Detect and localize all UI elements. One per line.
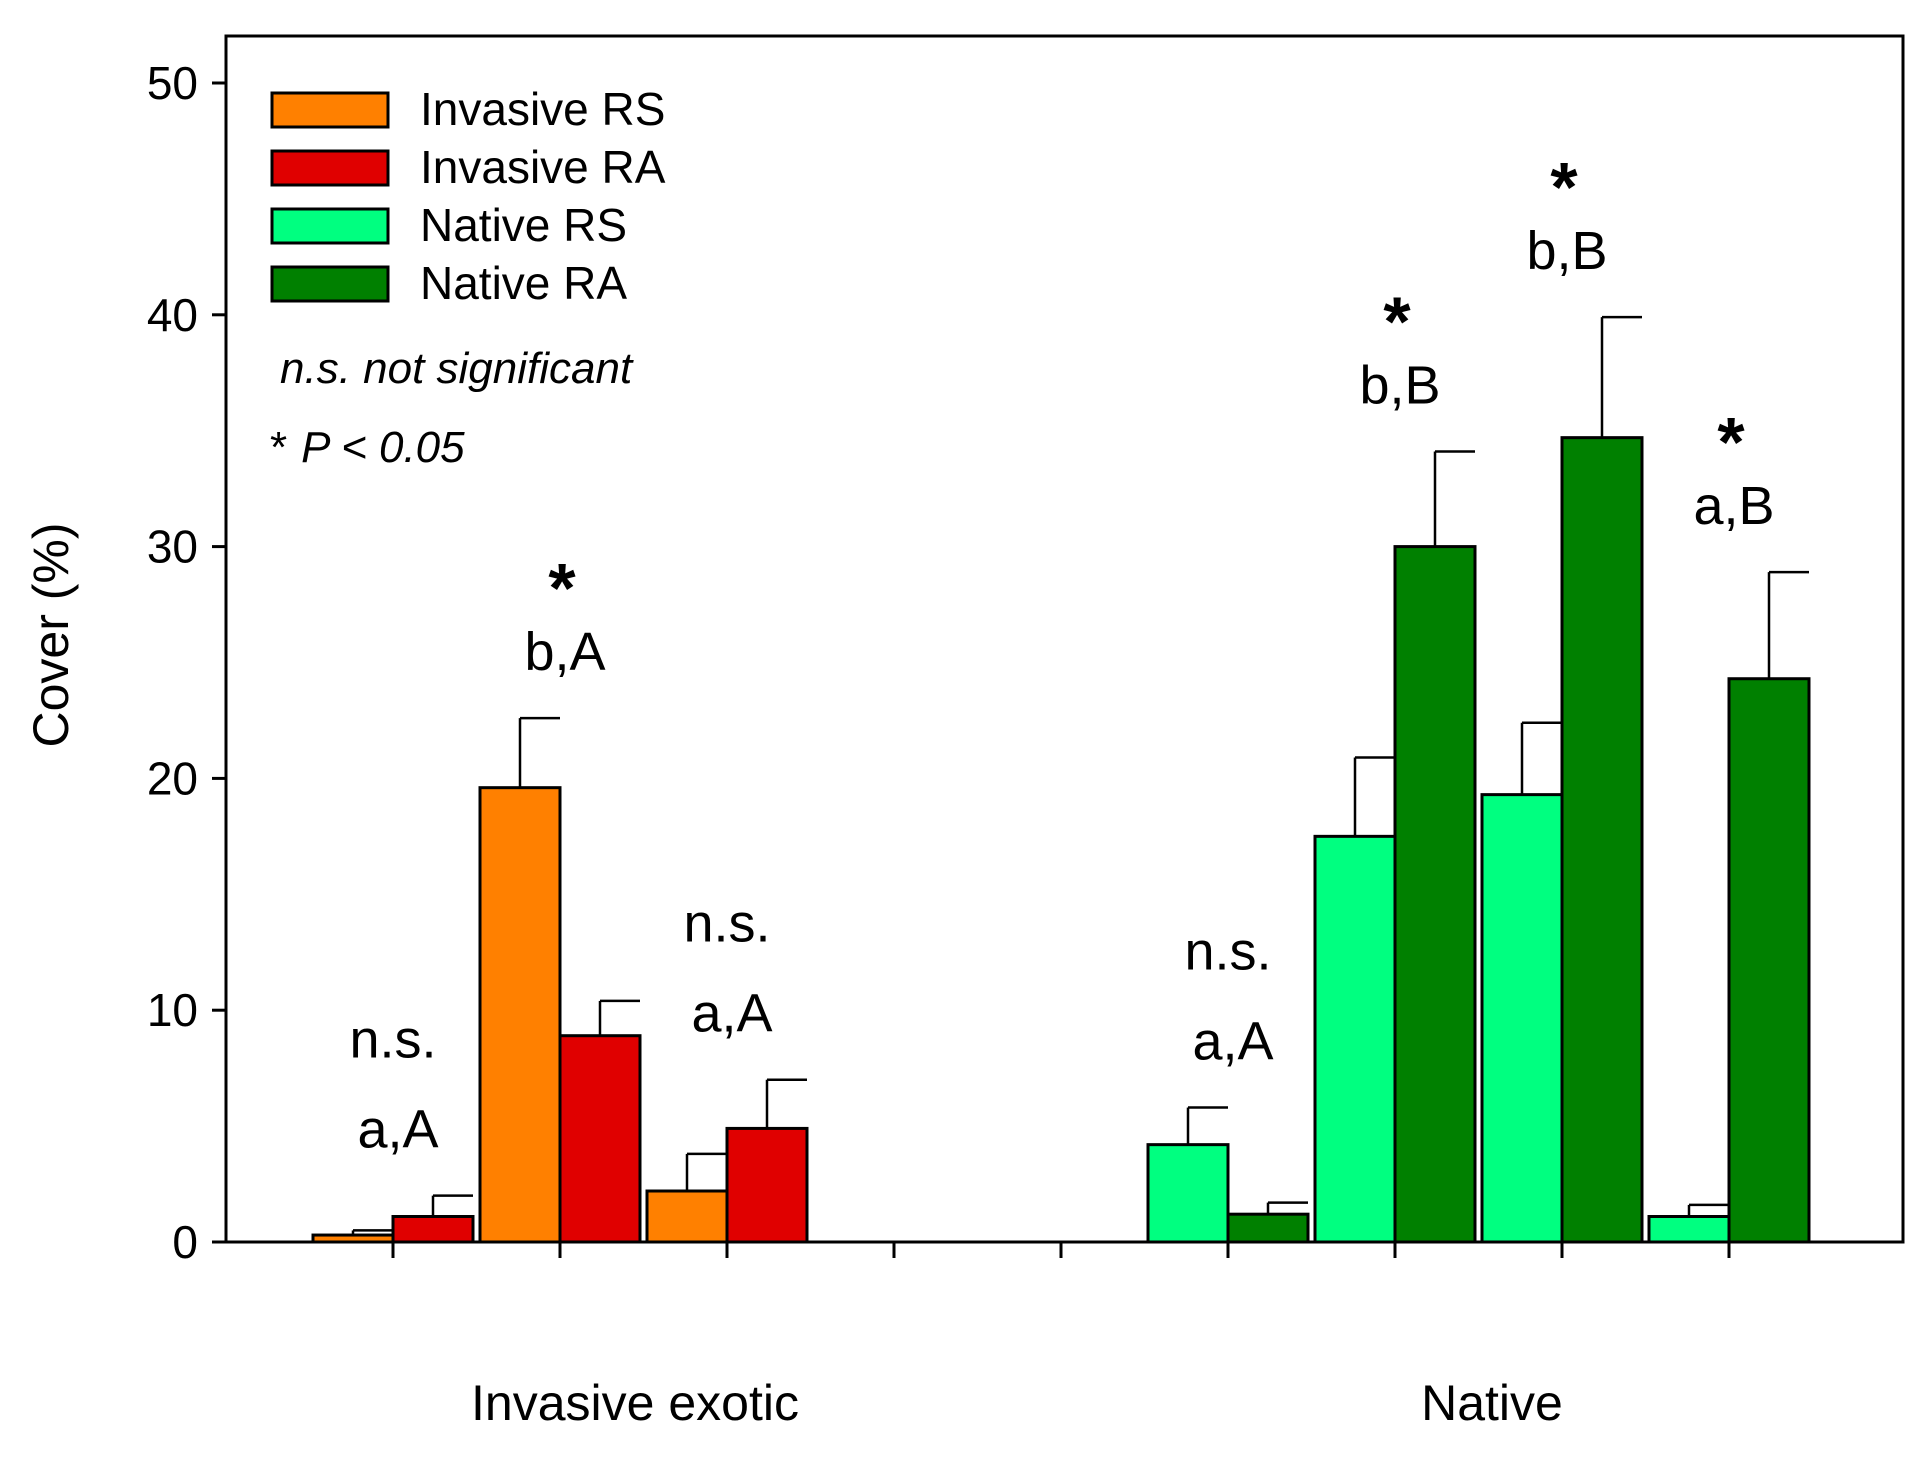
note-ns: n.s. not significant [280, 344, 634, 393]
significance-star: * [1717, 403, 1745, 481]
y-tick-label: 50 [147, 57, 198, 109]
legend-label: Invasive RA [420, 141, 666, 193]
note-p: P < 0.05 [301, 423, 465, 472]
y-axis-title: Cover (%) [23, 522, 79, 747]
legend-label: Invasive RS [420, 83, 665, 135]
legend-label: Native RS [420, 199, 627, 251]
legend-swatch [270, 207, 390, 245]
bars [311, 315, 1811, 1244]
note-star: * [270, 423, 287, 472]
group-label-native: Native [1421, 1375, 1563, 1431]
annotations: a,An.s.b,A*a,An.s.a,An.s.b,B*b,B*a,B* [349, 148, 1774, 1160]
legend: Invasive RS Invasive RA Native RS Native RA [270, 83, 666, 309]
bar [311, 1233, 395, 1244]
legend-swatch [270, 265, 390, 303]
y-tick-label: 20 [147, 752, 198, 804]
x-axis [391, 1242, 1731, 1258]
bar [1560, 436, 1644, 1244]
significance-letters: a,A [357, 1100, 438, 1160]
legend-swatch [270, 91, 390, 129]
y-tick-label: 40 [147, 289, 198, 341]
significance-ns: n.s. [349, 1010, 436, 1070]
bar [1647, 1215, 1731, 1244]
y-tick-label: 0 [172, 1216, 198, 1268]
significance-star: * [548, 549, 576, 627]
significance-letters: b,B [1359, 356, 1440, 416]
bar [725, 1126, 809, 1244]
significance-letters: a,B [1693, 476, 1774, 536]
bar [1146, 1143, 1230, 1244]
significance-star: * [1550, 148, 1578, 226]
bar [1313, 834, 1397, 1244]
y-axis: 0 10 20 30 40 50 [147, 57, 226, 1268]
bar [1393, 545, 1477, 1244]
bar [645, 1189, 729, 1244]
significance-letters: b,A [524, 622, 605, 682]
bar [558, 1034, 642, 1244]
y-tick-label: 30 [147, 521, 198, 573]
group-label-invasive-exotic: Invasive exotic [471, 1375, 799, 1431]
significance-letters: a,A [1192, 1012, 1273, 1072]
y-tick-label: 10 [147, 984, 198, 1036]
significance-star: * [1383, 283, 1411, 361]
bar [478, 786, 562, 1244]
note-p-value: * P < 0.05 [270, 423, 465, 472]
bar [1226, 1212, 1310, 1244]
legend-label: Native RA [420, 257, 627, 309]
bar [1727, 677, 1811, 1244]
significance-letters: b,B [1526, 221, 1607, 281]
significance-ns: n.s. [1184, 922, 1271, 982]
legend-swatch [270, 149, 390, 187]
significance-ns: n.s. [683, 894, 770, 954]
bar [391, 1215, 475, 1244]
bar [1480, 793, 1564, 1244]
significance-letters: a,A [691, 984, 772, 1044]
